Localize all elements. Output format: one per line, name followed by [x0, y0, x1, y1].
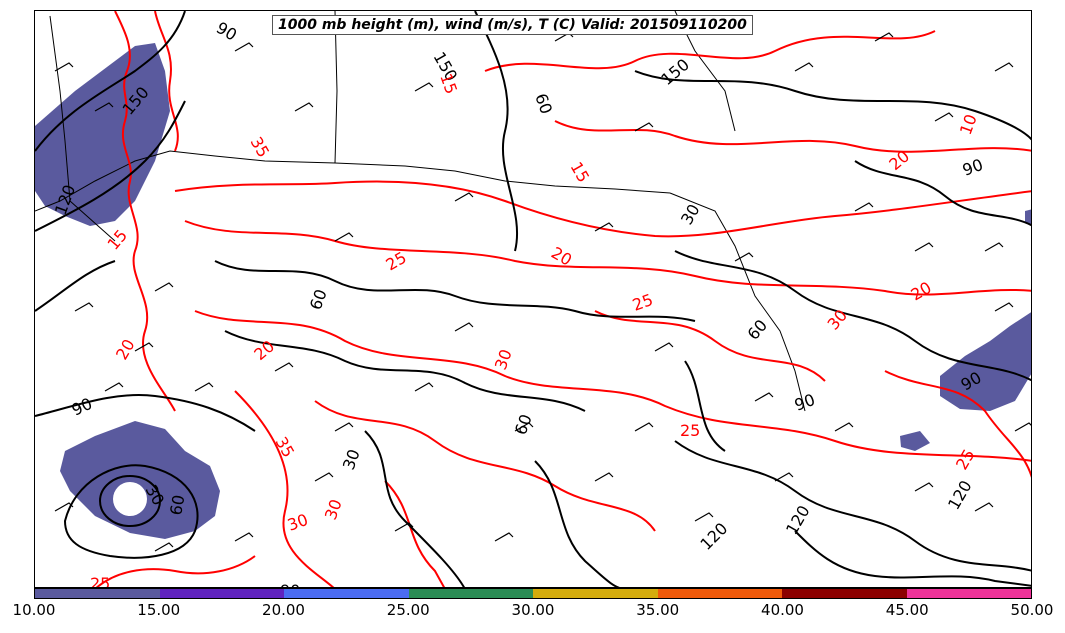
height-label: 90: [213, 18, 240, 45]
height-label: 90: [69, 394, 95, 420]
colorbar-segment: [533, 589, 658, 598]
temp-label: 25: [630, 290, 656, 315]
wind-speed-region-pacific-offshore: [60, 421, 220, 539]
colorbar-tick-label: 15.00: [137, 601, 181, 619]
colorbar-tick-label: 40.00: [761, 601, 804, 619]
colorbar-tick-label: 10.00: [12, 601, 56, 619]
colorbar-tick-label: 35.00: [636, 601, 680, 619]
height-label: 120: [782, 502, 814, 538]
temp-label: 20: [112, 336, 139, 363]
temp-label: 20: [908, 278, 935, 305]
temp-label: 35: [272, 434, 299, 461]
colorbar-tick-label: 20.00: [262, 601, 305, 619]
colorbar-tick-label: 30.00: [511, 601, 555, 619]
colorbar-segment: [782, 589, 907, 598]
height-label: 90: [960, 155, 986, 180]
wind-barbs: [54, 32, 1031, 552]
colorbar-tick-label: 50.00: [1010, 601, 1054, 619]
height-label: 90: [792, 390, 818, 415]
height-label: 30: [339, 447, 364, 473]
colorbar-tick-label: 25.00: [386, 601, 430, 619]
height-label: 60: [531, 91, 556, 117]
temp-label: 15: [104, 226, 132, 254]
temp-label: 35: [247, 134, 274, 161]
colorbar-tick-label: 45.00: [885, 601, 929, 619]
height-label: 60: [511, 412, 536, 438]
height-label: 120: [696, 519, 731, 554]
temp-label: 25: [952, 446, 979, 473]
height-label: 60: [744, 316, 772, 344]
wind-speed-colorbar: [34, 588, 1032, 599]
wind-speed-region-atlantic: [940, 312, 1031, 411]
height-label: 120: [944, 477, 976, 513]
temp-label: 30: [824, 306, 852, 334]
colorbar-segment: [284, 589, 409, 598]
temp-label: 25: [680, 421, 700, 440]
temp-label: 25: [90, 574, 110, 588]
colorbar-segment: [906, 589, 1031, 598]
temp-label: 30: [321, 497, 346, 523]
height-label: 150: [657, 55, 693, 89]
map-title: 1000 mb height (m), wind (m/s), T (C) Va…: [272, 15, 753, 35]
colorbar-segment: [657, 589, 782, 598]
temp-label: 10: [956, 112, 981, 138]
colorbar-segment: [35, 589, 160, 598]
height-label: 60: [306, 287, 331, 313]
colorbar-segment: [408, 589, 533, 598]
colorbar-tick-labels: 10.00 15.00 20.00 25.00 30.00 35.00 40.00 45.00…: [0, 601, 1065, 625]
temp-label: 25: [383, 248, 410, 275]
colorbar-segment: [159, 589, 284, 598]
temperature-contours: [95, 11, 1031, 587]
map-panel: 150 120 90 60 30 150 120 90 60 30 90 120…: [34, 10, 1032, 588]
height-label: 60: [166, 493, 188, 516]
height-contours: [35, 11, 1031, 587]
temp-label: 15: [567, 159, 594, 186]
temp-label: 30: [491, 347, 516, 373]
height-label: 90: [280, 581, 300, 588]
temp-label: 30: [285, 510, 311, 535]
map-canvas: 150 120 90 60 30 150 120 90 60 30 90 120…: [35, 11, 1031, 588]
